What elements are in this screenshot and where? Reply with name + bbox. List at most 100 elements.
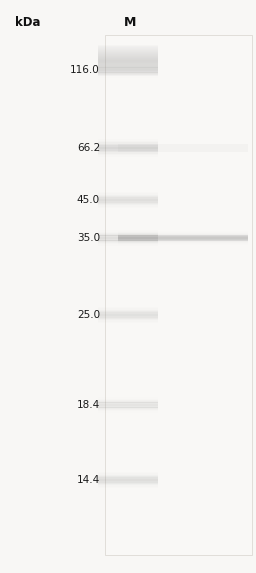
Text: 35.0: 35.0 <box>77 233 100 243</box>
Bar <box>98 234 158 236</box>
Bar <box>98 319 158 320</box>
Text: 66.2: 66.2 <box>77 143 100 153</box>
Bar <box>98 481 158 482</box>
Bar <box>98 201 158 203</box>
Bar <box>98 154 158 155</box>
Bar <box>98 242 158 243</box>
Bar <box>118 242 248 243</box>
Bar <box>98 76 158 77</box>
Bar <box>98 311 158 312</box>
Bar <box>98 145 158 147</box>
Bar <box>98 68 158 70</box>
Bar <box>98 195 158 196</box>
Bar <box>98 45 158 47</box>
Bar <box>98 56 158 58</box>
Bar <box>118 231 248 233</box>
Bar <box>98 148 158 150</box>
Bar <box>118 240 248 241</box>
Bar <box>98 399 158 400</box>
Bar <box>98 151 158 152</box>
Bar <box>98 46 158 48</box>
Bar <box>98 237 158 238</box>
Bar <box>98 484 158 485</box>
Bar <box>98 142 158 144</box>
Bar <box>98 401 158 403</box>
Bar <box>118 232 248 233</box>
Bar <box>98 315 158 316</box>
Bar <box>98 69 158 71</box>
Bar <box>98 312 158 313</box>
Bar <box>98 480 158 481</box>
Text: 18.4: 18.4 <box>77 400 100 410</box>
Bar <box>98 478 158 480</box>
Bar <box>118 236 248 237</box>
Bar <box>98 476 158 477</box>
Bar <box>98 199 158 200</box>
Bar <box>98 73 158 75</box>
Bar <box>98 244 158 246</box>
Bar <box>98 409 158 410</box>
Bar <box>98 144 158 145</box>
Text: M: M <box>124 15 136 29</box>
Bar <box>98 72 158 74</box>
Bar <box>98 67 158 69</box>
Bar <box>98 477 158 478</box>
Bar <box>98 70 158 72</box>
Text: 25.0: 25.0 <box>77 310 100 320</box>
Bar <box>98 238 158 240</box>
Bar <box>98 152 158 154</box>
Bar <box>98 55 158 57</box>
Bar <box>98 71 158 73</box>
Bar <box>98 72 158 74</box>
Bar <box>98 70 158 71</box>
Bar <box>98 62 158 64</box>
Bar <box>98 474 158 476</box>
Bar <box>98 54 158 56</box>
Bar <box>98 406 158 407</box>
Bar <box>118 237 248 239</box>
Bar <box>98 48 158 50</box>
Bar <box>98 53 158 55</box>
Bar <box>98 485 158 487</box>
Bar <box>98 405 158 406</box>
Bar <box>98 75 158 76</box>
Bar <box>98 47 158 49</box>
Bar <box>98 66 158 68</box>
Bar <box>98 49 158 51</box>
Bar <box>118 239 248 241</box>
Bar <box>98 316 158 318</box>
Text: 45.0: 45.0 <box>77 195 100 205</box>
Bar <box>98 241 158 242</box>
Bar <box>98 64 158 66</box>
Text: 116.0: 116.0 <box>70 65 100 75</box>
Text: 14.4: 14.4 <box>77 475 100 485</box>
Bar <box>98 139 158 141</box>
Bar <box>98 60 158 62</box>
Bar <box>98 193 158 195</box>
Bar <box>98 200 158 201</box>
Bar <box>98 307 158 308</box>
Bar <box>98 313 158 315</box>
Bar <box>98 141 158 142</box>
Bar <box>118 241 248 242</box>
Bar <box>98 203 158 204</box>
Bar <box>118 144 248 152</box>
Bar <box>98 231 158 233</box>
Bar <box>98 472 158 473</box>
Text: kDa: kDa <box>15 15 40 29</box>
Bar <box>98 473 158 474</box>
Bar <box>98 400 158 401</box>
Bar <box>98 65 158 67</box>
Bar <box>98 205 158 207</box>
Bar <box>98 410 158 411</box>
Bar <box>98 482 158 484</box>
Bar <box>98 68 158 69</box>
Bar <box>98 402 158 404</box>
Bar <box>118 238 248 240</box>
Bar <box>98 233 158 234</box>
Bar <box>118 243 248 244</box>
Bar <box>98 207 158 208</box>
Bar <box>98 63 158 65</box>
Bar <box>118 237 248 238</box>
Bar <box>98 411 158 413</box>
